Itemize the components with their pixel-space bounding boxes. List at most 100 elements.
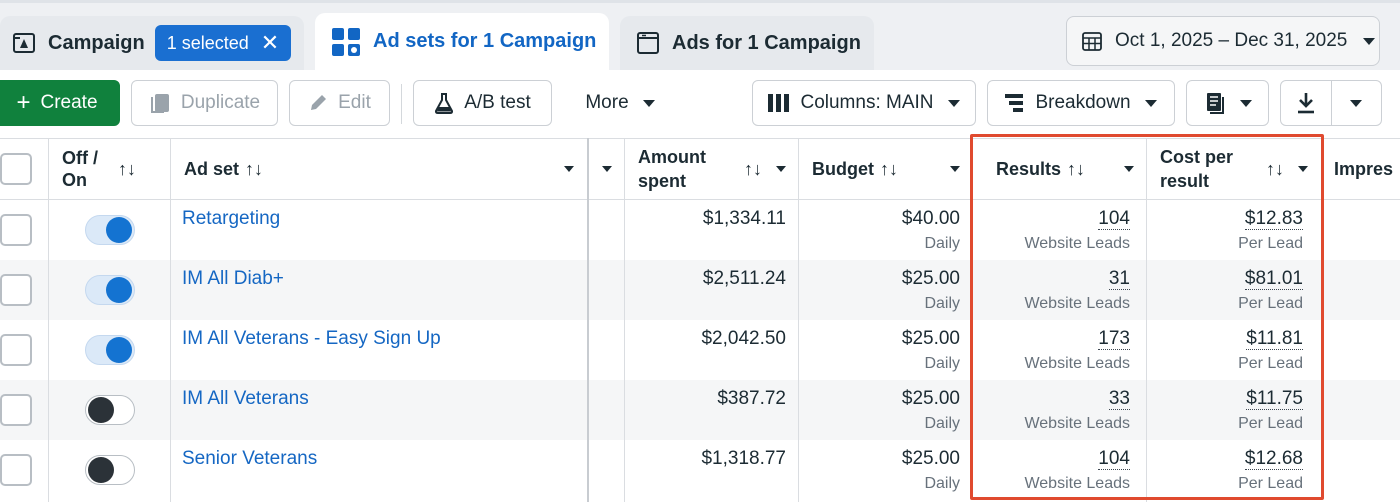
column-header-collapsed[interactable] — [588, 139, 624, 199]
columns-button[interactable]: Columns: MAIN — [752, 80, 976, 126]
budget-value[interactable]: $25.00 — [901, 448, 960, 469]
chevron-down-icon — [1350, 99, 1363, 107]
results-value[interactable]: 173 — [1098, 328, 1130, 350]
results-value[interactable]: 104 — [1098, 448, 1130, 470]
tab-adsets-label: Ad sets for 1 Campaign — [373, 30, 597, 52]
budget-label: Budget — [812, 158, 874, 179]
results-type: Website Leads — [1024, 415, 1130, 432]
date-range-text: Oct 1, 2025 – Dec 31, 2025 — [1115, 30, 1348, 51]
column-header-off-on[interactable]: Off / On ↑↓ — [62, 139, 162, 199]
more-label: More — [585, 92, 629, 113]
ad-set-name-link[interactable]: IM All Diab+ — [182, 268, 284, 289]
ab-test-label: A/B test — [464, 92, 531, 113]
download-icon[interactable] — [1281, 81, 1331, 125]
cost-unit: Per Lead — [1238, 355, 1303, 372]
tab-campaign-label: Campaign — [48, 31, 145, 54]
plus-icon: + — [16, 89, 31, 116]
sort-icon[interactable]: ↑↓ — [744, 159, 762, 179]
amount-spent-value: $2,511.24 — [702, 268, 786, 289]
top-divider — [0, 0, 1400, 3]
budget-value[interactable]: $40.00 — [901, 208, 960, 229]
row-checkbox[interactable] — [0, 214, 32, 246]
more-button[interactable]: More — [570, 80, 670, 126]
column-header-budget[interactable]: Budget ↑↓ — [812, 139, 968, 199]
impressions-label: Impres — [1334, 158, 1394, 179]
close-icon[interactable]: ✕ — [260, 30, 280, 55]
table-header: Off / On ↑↓ Ad set ↑↓ Amount spent ↑↓ Bu… — [0, 138, 1400, 200]
duplicate-button[interactable]: Duplicate — [131, 80, 278, 126]
split-divider — [1330, 81, 1332, 125]
column-header-results[interactable]: Results ↑↓ — [996, 139, 1140, 199]
column-header-impressions[interactable]: Impres — [1334, 139, 1400, 199]
sort-icon[interactable]: ↑↓ — [1067, 158, 1086, 179]
chevron-down-icon[interactable] — [1298, 166, 1308, 172]
tab-campaign[interactable]: Campaign 1 selected ✕ — [0, 16, 304, 70]
delivery-toggle[interactable] — [85, 395, 135, 425]
column-header-amount-spent[interactable]: Amount spent ↑↓ — [638, 139, 794, 199]
ad-set-name-link[interactable]: IM All Veterans - Easy Sign Up — [182, 328, 441, 349]
column-header-ad-set[interactable]: Ad set ↑↓ — [184, 139, 584, 199]
toggle-knob — [106, 277, 132, 303]
delivery-toggle[interactable] — [85, 455, 135, 485]
select-all-checkbox[interactable] — [0, 153, 32, 185]
tab-ads[interactable]: Ads for 1 Campaign — [620, 16, 874, 70]
row-checkbox[interactable] — [0, 334, 32, 366]
table-row[interactable]: Senior Veterans $1,318.77 $25.00 Daily 104 We… — [0, 440, 1400, 500]
chevron-down-icon[interactable] — [776, 166, 786, 172]
chevron-down-icon[interactable] — [564, 166, 574, 172]
chevron-down-icon[interactable] — [1124, 166, 1134, 172]
budget-period: Daily — [924, 475, 960, 492]
row-checkbox[interactable] — [0, 274, 32, 306]
budget-value[interactable]: $25.00 — [901, 388, 960, 409]
columns-label: Columns: MAIN — [800, 92, 934, 113]
chevron-down-icon — [1239, 99, 1252, 107]
cost-unit: Per Lead — [1238, 295, 1303, 312]
results-value[interactable]: 104 — [1098, 208, 1130, 230]
breakdown-button[interactable]: Breakdown — [987, 80, 1175, 126]
chevron-down-icon[interactable] — [602, 166, 612, 172]
row-checkbox[interactable] — [0, 394, 32, 426]
budget-value[interactable]: $25.00 — [901, 328, 960, 349]
selected-badge[interactable]: 1 selected ✕ — [154, 25, 292, 61]
cost-per-result-value[interactable]: $12.83 — [1244, 208, 1303, 230]
ad-set-name-link[interactable]: Senior Veterans — [182, 448, 318, 469]
row-checkbox[interactable] — [0, 454, 32, 486]
chevron-down-icon[interactable] — [950, 166, 960, 172]
sort-icon[interactable]: ↑↓ — [880, 158, 898, 179]
table-row[interactable]: IM All Veterans $387.72 $25.00 Daily 33 Websi… — [0, 380, 1400, 440]
reports-button[interactable] — [1186, 80, 1269, 126]
edit-button[interactable]: Edit — [289, 80, 390, 126]
delivery-toggle[interactable] — [85, 335, 135, 365]
ads-icon — [636, 31, 660, 55]
export-dropdown[interactable] — [1331, 81, 1381, 125]
ad-set-name-link[interactable]: IM All Veterans — [182, 388, 309, 409]
cost-per-result-value[interactable]: $11.75 — [1246, 388, 1303, 410]
reports-icon — [1204, 92, 1226, 114]
sort-icon[interactable]: ↑↓ — [245, 158, 264, 179]
sort-icon[interactable]: ↑↓ — [1266, 159, 1284, 179]
cost-per-result-value[interactable]: $81.01 — [1244, 268, 1303, 290]
sort-icon[interactable]: ↑↓ — [118, 159, 136, 179]
toggle-knob — [106, 337, 132, 363]
column-header-cost-per-result[interactable]: Cost per result ↑↓ — [1160, 139, 1312, 199]
delivery-toggle[interactable] — [85, 275, 135, 305]
edit-label: Edit — [338, 92, 371, 113]
cost-per-result-value[interactable]: $11.81 — [1246, 328, 1303, 350]
budget-value[interactable]: $25.00 — [901, 268, 960, 289]
ab-test-button[interactable]: A/B test — [413, 80, 552, 126]
cost-per-result-value[interactable]: $12.68 — [1244, 448, 1303, 470]
tab-ads-label: Ads for 1 Campaign — [672, 31, 861, 54]
delivery-toggle[interactable] — [85, 215, 135, 245]
ad-set-name-link[interactable]: Retargeting — [182, 208, 281, 229]
export-button[interactable] — [1280, 80, 1382, 126]
budget-period: Daily — [924, 355, 960, 372]
results-value[interactable]: 33 — [1108, 388, 1130, 410]
table-row[interactable]: Retargeting $1,334.11 $40.00 Daily 104 Websit… — [0, 200, 1400, 260]
results-value[interactable]: 31 — [1108, 268, 1130, 290]
create-button[interactable]: + Create — [0, 80, 120, 126]
chevron-down-icon — [1144, 99, 1157, 107]
table-row[interactable]: IM All Veterans - Easy Sign Up $2,042.50 $… — [0, 320, 1400, 380]
table-row[interactable]: IM All Diab+ $2,511.24 $25.00 Daily 31 Websit… — [0, 260, 1400, 320]
date-range-picker[interactable]: Oct 1, 2025 – Dec 31, 2025 — [1066, 16, 1380, 66]
tab-adsets[interactable]: Ad sets for 1 Campaign — [315, 13, 609, 70]
